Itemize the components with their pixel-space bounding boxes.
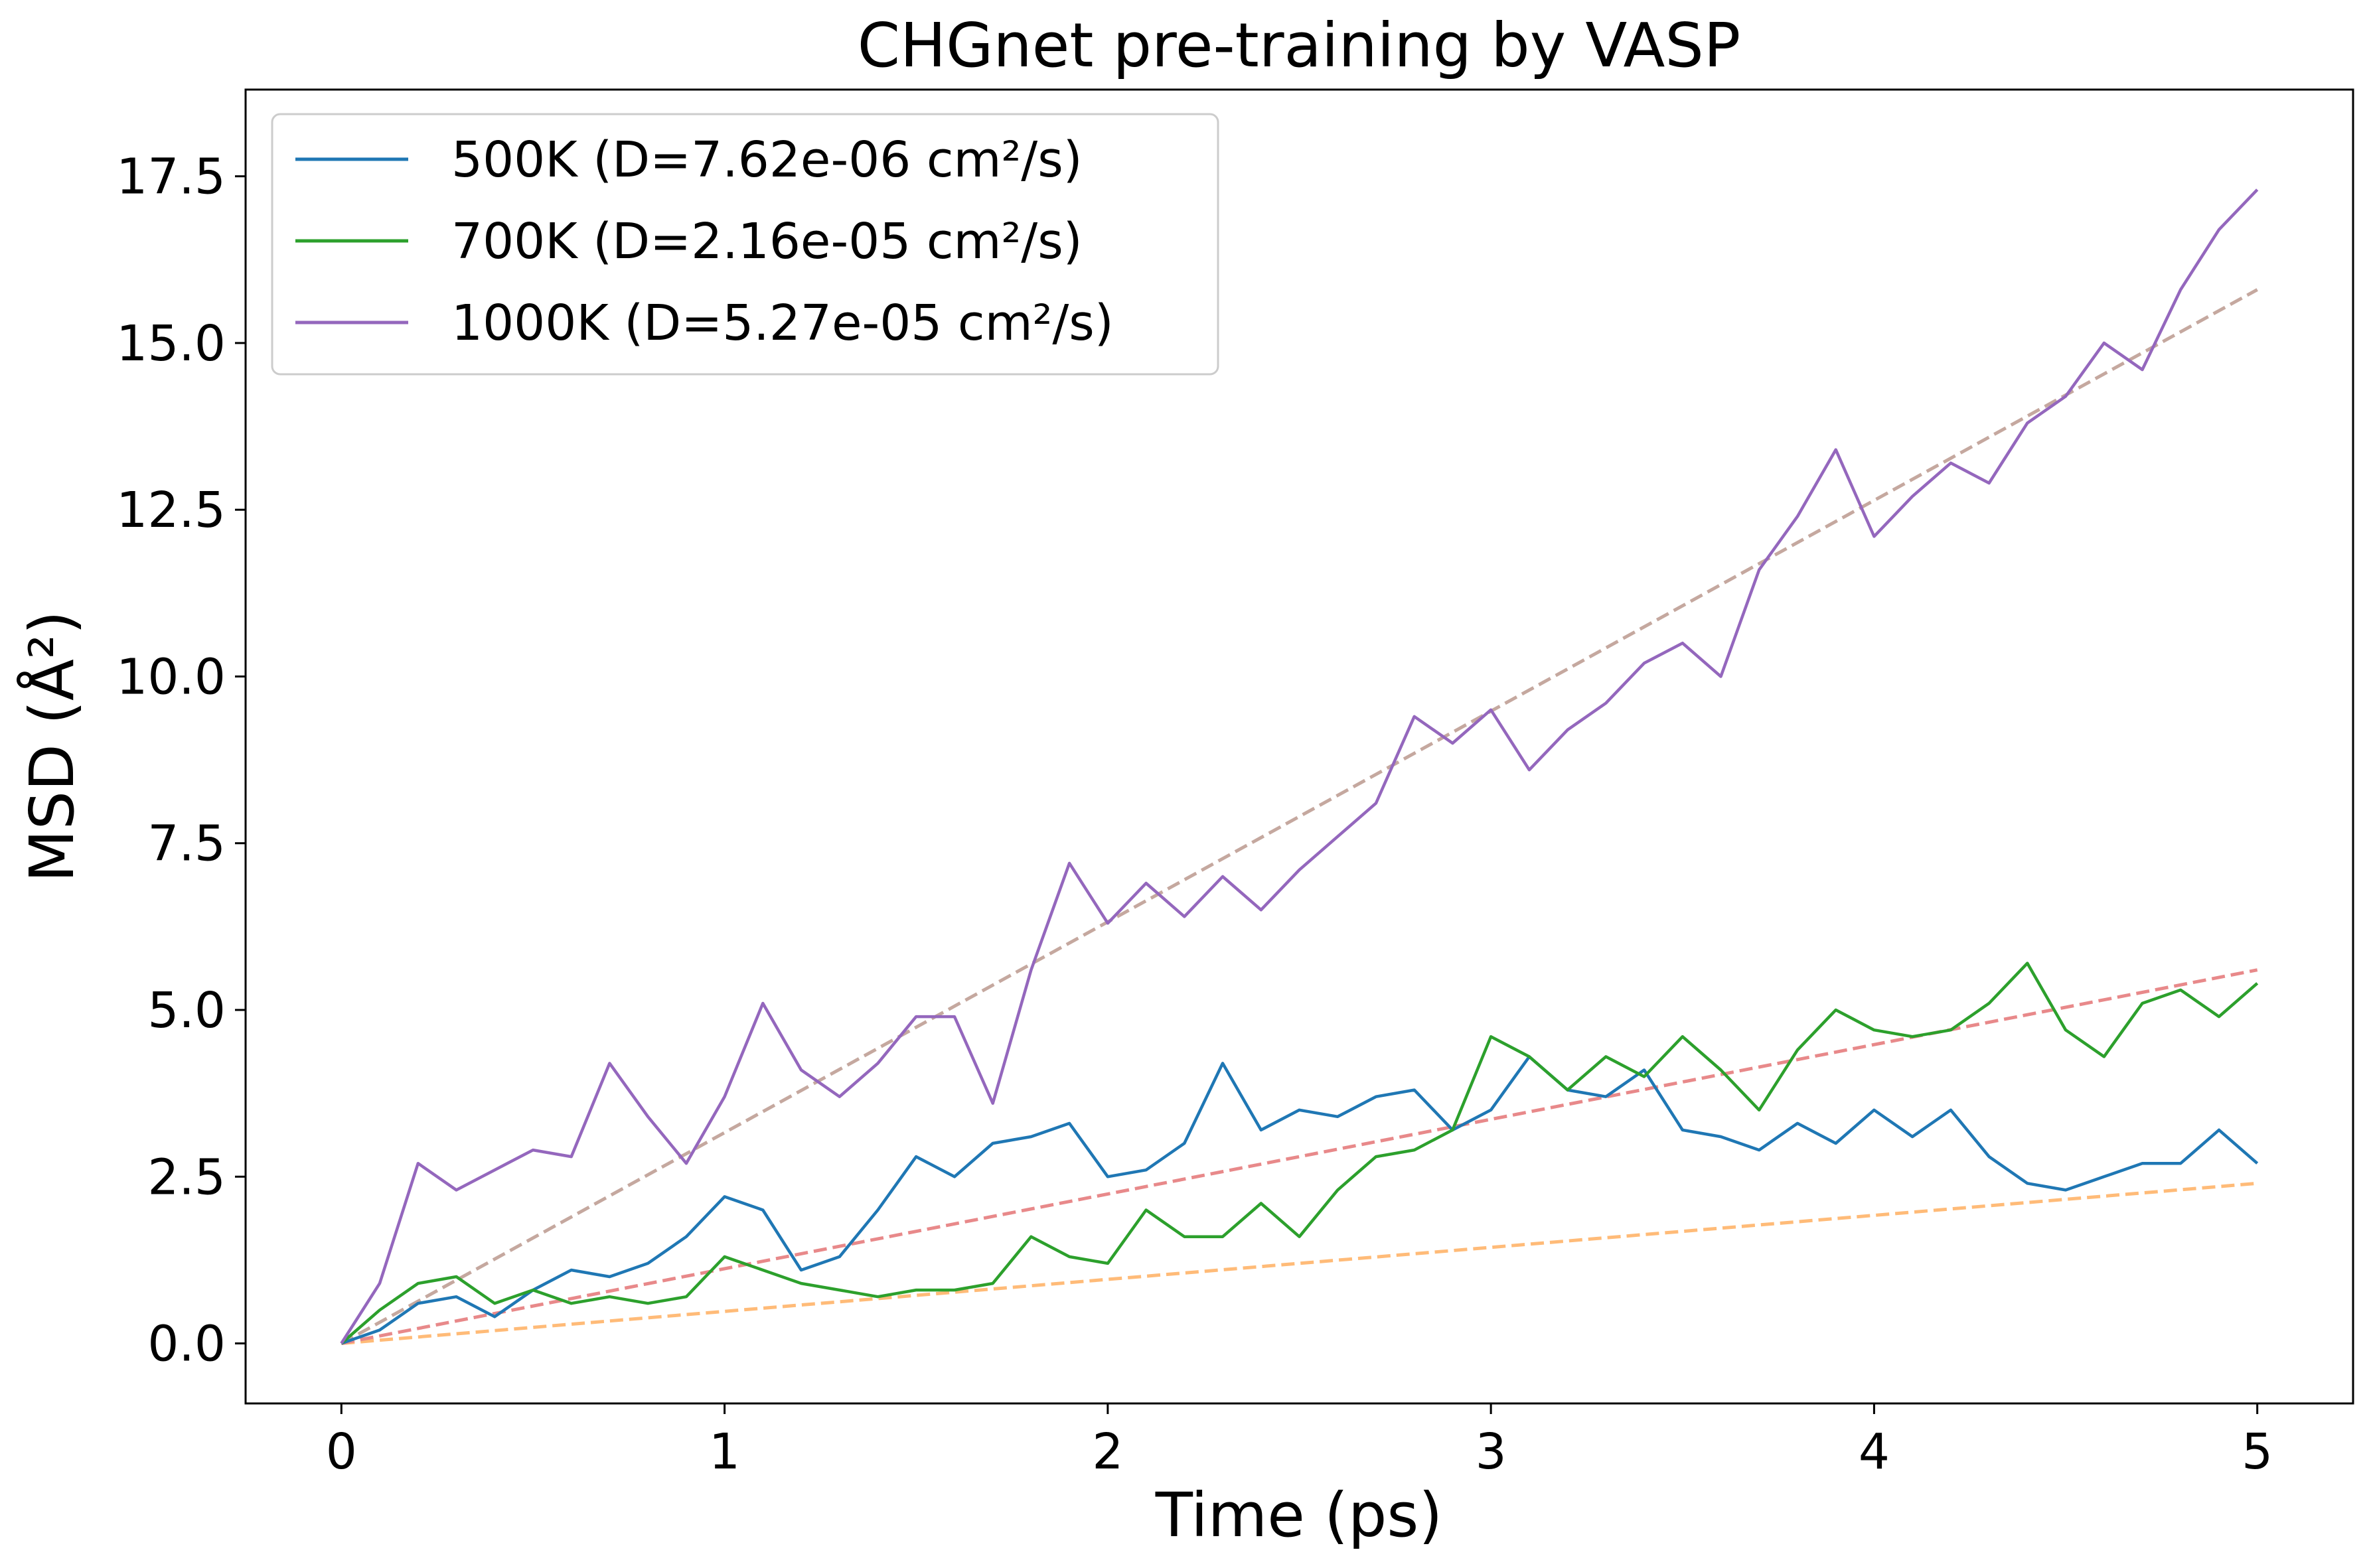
y-tick-label: 0.0 [147,1316,226,1373]
fit-line-1 [341,1181,2257,1345]
legend-label-3: 1000K (D=5.27e-05 cm²/s) [451,295,1114,352]
y-tick-label: 2.5 [147,1149,226,1206]
legend-label-1: 500K (D=7.62e-06 cm²/s) [451,131,1083,188]
legend-box [271,113,1219,376]
series-lines [340,188,2259,1345]
fit-line-3 [341,288,2258,1345]
x-axis-ticks: 0 1 2 3 4 5 [326,1403,2273,1480]
x-tick-label: 4 [1859,1423,1890,1480]
series-line-2 [340,962,2259,1345]
y-tick-label: 12.5 [116,482,226,539]
x-tick-label: 5 [2242,1423,2273,1480]
x-tick-label: 2 [1092,1423,1123,1480]
legend: 500K (D=7.62e-06 cm²/s) 700K (D=2.16e-05 … [271,113,1219,376]
y-tick-label: 17.5 [116,149,226,206]
y-tick-label: 15.0 [116,315,226,372]
chart-title: CHGnet pre-training by VASP [858,10,1741,81]
x-tick-label: 0 [326,1423,357,1480]
y-tick-label: 5.0 [147,982,226,1039]
series-line-1 [341,1055,2259,1345]
y-tick-label: 7.5 [147,816,226,873]
series-line-3 [340,188,2259,1344]
plot-frame [244,88,2354,1405]
legend-label-2: 700K (D=2.16e-05 cm²/s) [451,213,1083,270]
x-tick-label: 1 [709,1423,740,1480]
y-axis-label: MSD (Å²) [16,610,88,882]
x-tick-label: 3 [1476,1423,1507,1480]
x-axis-label: Time (ps) [1155,1480,1443,1551]
y-tick-label: 10.0 [116,648,226,705]
y-axis-ticks: 0.0 2.5 5.0 7.5 10.0 12.5 15.0 17.5 [116,149,246,1373]
